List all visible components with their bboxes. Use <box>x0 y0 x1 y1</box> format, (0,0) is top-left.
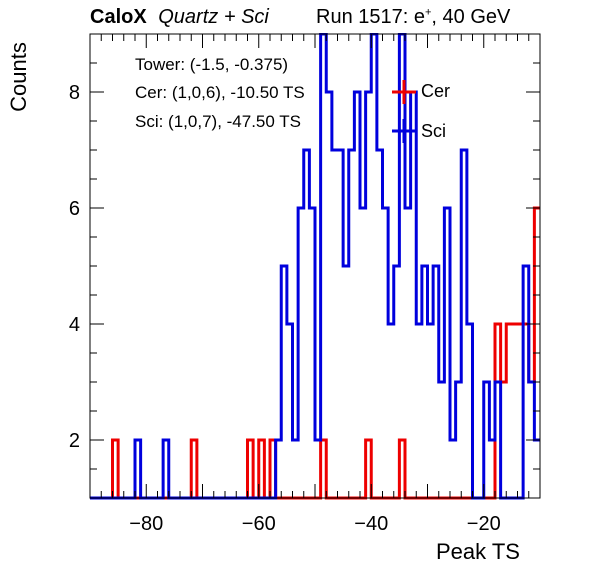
x-tick-label: −20 <box>467 513 501 535</box>
header: CaloX Quartz + Sci <box>90 6 269 29</box>
run-label: Run 1517: e+, 40 GeV <box>316 6 510 29</box>
legend-label-sci: Sci <box>421 121 447 141</box>
info-sci: Sci: (1,0,7), -47.50 TS <box>135 112 301 131</box>
brand-label: CaloX <box>90 6 147 28</box>
y-tick-label: 4 <box>69 314 80 336</box>
series-sci-line <box>90 32 540 500</box>
y-tick-label: 6 <box>69 198 80 220</box>
axes-layer: −80 −60 −40 −20 2 4 6 8 <box>69 33 541 535</box>
y-tick-label: 2 <box>69 430 80 452</box>
run-sup: + <box>424 6 432 19</box>
subtitle-label: Quartz + Sci <box>158 6 269 28</box>
x-axis-title: Peak TS <box>436 539 520 564</box>
info-tower: Tower: (-1.5, -0.375) <box>135 55 289 74</box>
y-tick-label: 8 <box>69 82 80 104</box>
run-suffix: , 40 GeV <box>431 6 511 28</box>
top-mask <box>0 0 596 33</box>
legend-markers <box>392 80 416 143</box>
y-axis-title: Counts <box>6 42 31 112</box>
histogram-series-layer <box>0 0 596 500</box>
info-cer: Cer: (1,0,6), -10.50 TS <box>135 83 305 102</box>
x-tick-label: −40 <box>354 513 388 535</box>
legend-label-cer: Cer <box>421 81 451 101</box>
x-tick-label: −60 <box>242 513 276 535</box>
x-tick-label: −80 <box>129 513 163 535</box>
run-prefix: Run 1517: e <box>316 6 425 28</box>
